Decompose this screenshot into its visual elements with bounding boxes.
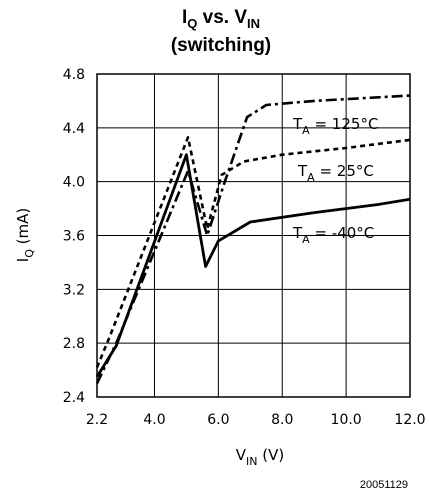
x-tick-label-5: 12.0 xyxy=(394,412,425,428)
x-tick-label-3: 8.0 xyxy=(271,412,293,428)
y-tick-label-5: 4.4 xyxy=(63,121,85,137)
x-tick-label-0: 2.2 xyxy=(86,412,108,428)
series-layer xyxy=(95,94,411,385)
y-tick-label-2: 3.2 xyxy=(63,282,85,298)
label-125c: TA = 125°C xyxy=(292,115,378,137)
x-tick-label-2: 6.0 xyxy=(207,412,229,428)
y-tick-label-3: 3.6 xyxy=(63,229,85,245)
y-axis-label: IQ (mA) xyxy=(14,208,36,262)
x-axis-label: VIN (V) xyxy=(236,446,284,468)
x-tick-label-1: 4.0 xyxy=(143,412,165,428)
label-25c: TA = 25°C xyxy=(297,162,374,184)
y-tick-label-0: 2.4 xyxy=(63,390,85,406)
grid-layer xyxy=(97,74,410,397)
figure-number: 20051129 xyxy=(360,479,408,491)
series-minus40c-line xyxy=(95,153,411,378)
y-tick-label-6: 4.8 xyxy=(63,67,85,83)
y-tick-label-4: 4.0 xyxy=(63,175,85,191)
series-25c-line xyxy=(95,136,411,368)
label-minus40c: TA = -40°C xyxy=(292,224,374,246)
y-tick-label-1: 2.8 xyxy=(63,336,85,352)
chart-title-line1: IQ vs. VIN xyxy=(182,7,260,31)
x-tick-label-4: 10.0 xyxy=(331,412,362,428)
chart-title-line2: (switching) xyxy=(171,35,271,56)
series-125c-line xyxy=(95,94,411,385)
plot-frame xyxy=(96,73,411,398)
tick-layer: 2.2 4.0 6.0 8.0 10.0 12.0 2.4 2.8 3.2 3.6 4.0 4.4 4.… xyxy=(63,67,426,428)
